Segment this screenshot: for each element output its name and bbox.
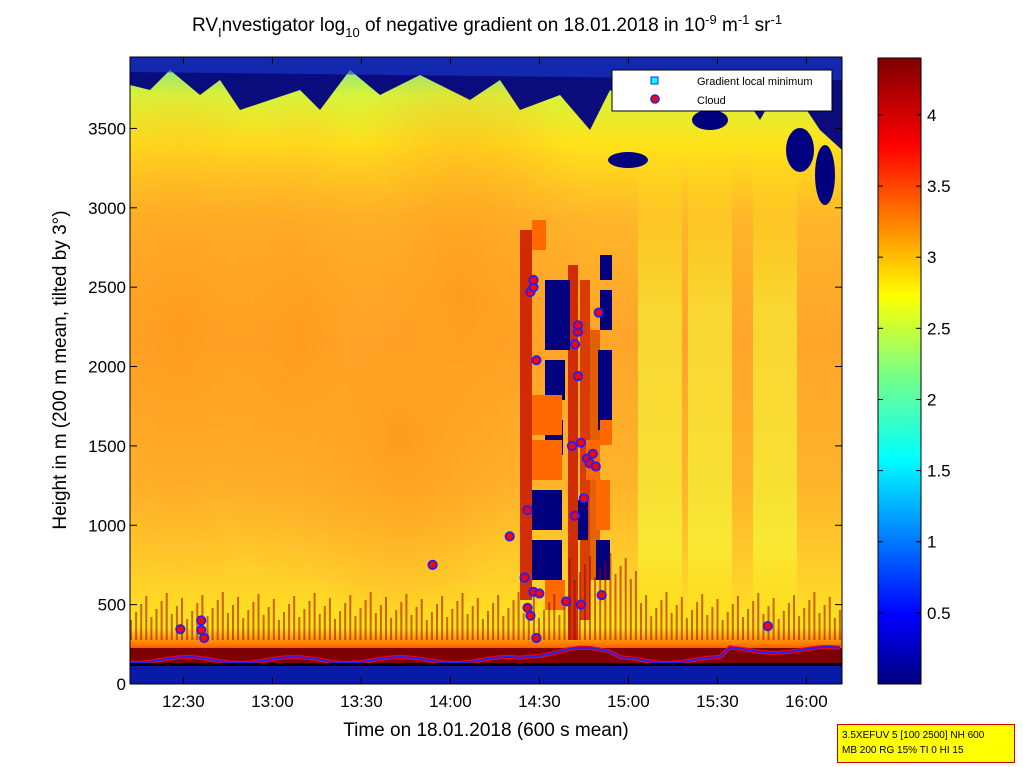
y-tick-label: 3500 bbox=[88, 119, 126, 138]
cloud-point bbox=[575, 599, 587, 610]
gradient-minimum-swatch-icon bbox=[650, 76, 659, 85]
cloud-point bbox=[575, 437, 587, 448]
colorbar-tick-label: 3 bbox=[927, 248, 936, 267]
cloud-point bbox=[590, 461, 601, 472]
x-tick-label: 12:30 bbox=[162, 692, 205, 711]
colorbar-tick-label: 3.5 bbox=[927, 177, 951, 196]
cloud-point bbox=[519, 572, 530, 583]
cloud-point bbox=[578, 493, 590, 504]
colorbar-tick-label: 1.5 bbox=[927, 462, 951, 481]
y-tick-label: 0 bbox=[117, 675, 126, 694]
legend-label: Cloud bbox=[697, 95, 726, 107]
colorbar-tick-label: 0.5 bbox=[927, 604, 951, 623]
heatmap bbox=[130, 57, 842, 684]
colorbar-tick-label: 4 bbox=[927, 106, 936, 125]
cloud-point bbox=[522, 505, 533, 516]
info-box: 3.5XEFUV 5 [100 2500] NH 600 MB 200 RG 1… bbox=[837, 724, 1015, 763]
y-tick-label: 3000 bbox=[88, 199, 126, 218]
cloud-point bbox=[572, 320, 584, 331]
legend: Gradient local minimum Cloud bbox=[611, 69, 833, 112]
y-axis-label: Height in m (200 m mean, tilted by 3°) bbox=[50, 210, 71, 529]
cloud-point bbox=[762, 620, 773, 632]
legend-item-gradient-minimum: Gradient local minimum bbox=[650, 76, 813, 88]
cloud-point bbox=[528, 274, 539, 286]
colorbar: 0.5 1 1.5 2 2.5 3 3.5 4 bbox=[877, 57, 951, 685]
cloud-swatch-icon bbox=[650, 94, 660, 104]
x-tick-label: 13:00 bbox=[251, 692, 294, 711]
cloud-point bbox=[199, 632, 210, 644]
cloud-point bbox=[534, 588, 545, 599]
cloud-point bbox=[504, 531, 515, 542]
y-axis: 0 500 1000 1500 2000 2500 3000 3500 bbox=[88, 119, 842, 694]
cloud-point bbox=[569, 510, 581, 521]
legend-label: Gradient local minimum bbox=[697, 76, 813, 88]
info-line-2: MB 200 RG 15% TI 0 HI 15 bbox=[842, 745, 964, 756]
cloud-point bbox=[175, 624, 186, 635]
x-tick-label: 14:30 bbox=[518, 692, 561, 711]
y-tick-label: 1000 bbox=[88, 516, 126, 535]
chart-title: RVInvestigator log10 of negative gradien… bbox=[192, 12, 782, 40]
cloud-point bbox=[560, 596, 572, 607]
colorbar-tick-label: 2 bbox=[927, 390, 936, 409]
x-axis-label: Time on 18.01.2018 (600 s mean) bbox=[343, 720, 629, 741]
cloud-point bbox=[569, 339, 581, 350]
info-line-1: 3.5XEFUV 5 [100 2500] NH 600 bbox=[842, 730, 985, 741]
cloud-point bbox=[525, 610, 536, 621]
cloud-point bbox=[572, 370, 584, 382]
cloud-point bbox=[196, 615, 207, 626]
cloud-point bbox=[593, 307, 604, 318]
legend-item-cloud: Cloud bbox=[650, 94, 726, 107]
x-tick-label: 15:00 bbox=[607, 692, 650, 711]
cloud-point bbox=[531, 632, 542, 644]
x-tick-label: 14:00 bbox=[429, 692, 472, 711]
colorbar-tick-label: 1 bbox=[927, 533, 936, 552]
cloud-point bbox=[427, 559, 438, 571]
cloud-point bbox=[531, 355, 542, 366]
cloud-point bbox=[596, 589, 607, 601]
y-tick-label: 2500 bbox=[88, 278, 126, 297]
y-tick-label: 1500 bbox=[88, 437, 126, 456]
y-tick-label: 2000 bbox=[88, 358, 126, 377]
cloud-point bbox=[587, 448, 598, 459]
cloud-markers bbox=[175, 274, 773, 644]
x-tick-label: 13:30 bbox=[340, 692, 383, 711]
cloud-point bbox=[566, 440, 578, 451]
plot-frame bbox=[129, 56, 843, 685]
colorbar-tick-label: 2.5 bbox=[927, 319, 951, 338]
y-tick-label: 500 bbox=[98, 596, 126, 615]
x-tick-label: 16:00 bbox=[785, 692, 828, 711]
x-tick-label: 15:30 bbox=[696, 692, 739, 711]
x-axis: 12:30 13:00 13:30 14:00 14:30 15:00 15:30 16:00 bbox=[162, 57, 828, 711]
